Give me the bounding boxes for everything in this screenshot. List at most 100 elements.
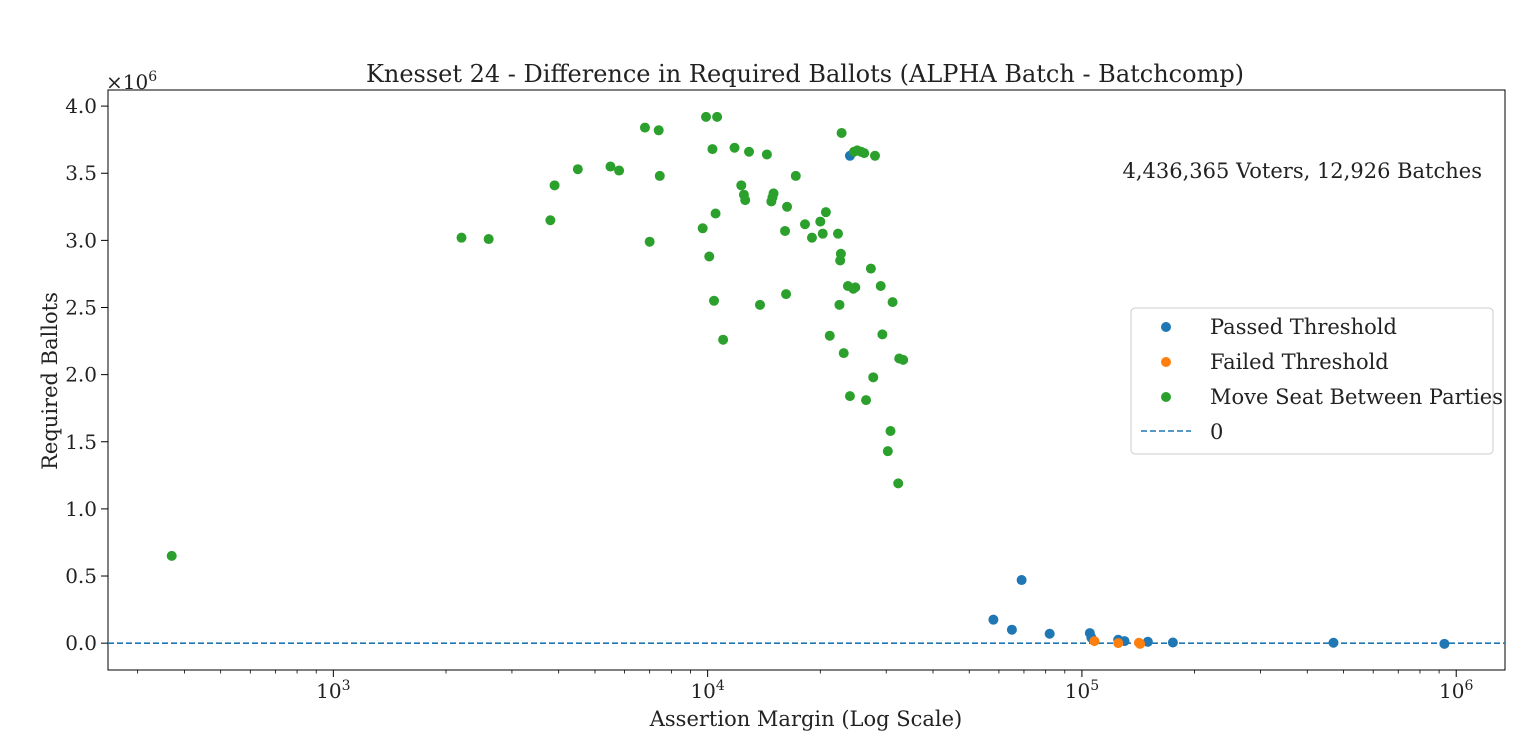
data-point bbox=[882, 446, 893, 457]
legend-marker bbox=[1161, 392, 1171, 402]
data-point bbox=[875, 281, 886, 292]
data-point bbox=[988, 614, 999, 625]
data-point bbox=[1044, 628, 1055, 639]
x-tick-base: 10 bbox=[316, 679, 341, 703]
x-axis: 103 104 105 106 bbox=[137, 670, 1473, 703]
y-multiplier-base: ×10 bbox=[106, 70, 148, 94]
data-point bbox=[639, 122, 650, 133]
data-point bbox=[768, 188, 779, 199]
data-point bbox=[868, 372, 879, 383]
data-point bbox=[887, 297, 898, 308]
data-point bbox=[1113, 638, 1124, 649]
data-point bbox=[782, 201, 793, 212]
data-point bbox=[704, 251, 715, 262]
data-point bbox=[859, 148, 870, 159]
x-tick-base: 10 bbox=[1439, 679, 1464, 703]
series-move-seat-between-parties bbox=[166, 111, 909, 561]
x-tick-label: 105 bbox=[1065, 678, 1099, 703]
data-point bbox=[549, 180, 560, 191]
x-tick-label: 103 bbox=[316, 678, 350, 703]
data-point bbox=[781, 289, 792, 300]
data-point bbox=[835, 248, 846, 259]
legend: Passed Threshold Failed Threshold Move Sea… bbox=[1130, 307, 1503, 455]
data-point bbox=[718, 334, 729, 345]
data-point bbox=[754, 299, 765, 310]
data-point bbox=[850, 282, 861, 293]
y-tick-label: 0.0 bbox=[65, 631, 97, 655]
data-point bbox=[707, 144, 718, 155]
y-tick-label: 2.0 bbox=[65, 363, 97, 387]
data-point bbox=[710, 208, 721, 219]
data-point bbox=[838, 348, 849, 359]
plot-frame bbox=[107, 89, 1506, 671]
data-point bbox=[844, 391, 855, 402]
data-point bbox=[790, 170, 801, 181]
data-point bbox=[697, 223, 708, 234]
data-point bbox=[870, 150, 881, 161]
plot-area bbox=[107, 89, 1506, 671]
y-tick-label: 2.5 bbox=[65, 296, 97, 320]
data-point bbox=[712, 111, 723, 122]
data-point bbox=[709, 295, 720, 306]
legend-marker bbox=[1161, 357, 1171, 367]
data-point bbox=[456, 232, 467, 243]
data-point bbox=[572, 164, 583, 175]
data-point bbox=[799, 219, 810, 230]
legend-box bbox=[1130, 307, 1494, 455]
data-point bbox=[1328, 637, 1339, 648]
data-point bbox=[893, 478, 904, 489]
x-tick-exp: 3 bbox=[342, 678, 351, 694]
data-point bbox=[834, 299, 845, 310]
y-tick-label: 3.5 bbox=[65, 161, 97, 185]
data-point bbox=[824, 330, 835, 341]
y-multiplier-exp: 6 bbox=[148, 69, 157, 85]
data-point bbox=[736, 180, 747, 191]
data-point bbox=[654, 170, 665, 181]
x-axis-label: Assertion Margin (Log Scale) bbox=[649, 707, 963, 731]
data-point bbox=[861, 395, 872, 406]
data-point bbox=[1016, 575, 1027, 586]
y-axis-multiplier: ×106 bbox=[106, 69, 157, 94]
y-tick-label: 4.0 bbox=[65, 94, 97, 118]
data-points bbox=[166, 111, 1450, 649]
x-tick-base: 10 bbox=[690, 679, 715, 703]
data-point bbox=[701, 111, 712, 122]
series-failed-threshold bbox=[1089, 636, 1146, 649]
legend-label: Passed Threshold bbox=[1210, 315, 1397, 339]
y-axis: 0.0 0.5 1.0 1.5 2.0 2.5 3.0 3.5 4.0 bbox=[65, 94, 108, 655]
data-point bbox=[817, 228, 828, 239]
data-point bbox=[166, 550, 177, 561]
data-point bbox=[780, 225, 791, 236]
data-point bbox=[836, 127, 847, 138]
chart-title: Knesset 24 - Difference in Required Ball… bbox=[366, 60, 1244, 88]
data-point bbox=[877, 329, 888, 340]
data-point bbox=[833, 228, 844, 239]
data-point bbox=[1135, 638, 1146, 649]
data-point bbox=[1167, 637, 1178, 648]
legend-label: Failed Threshold bbox=[1210, 350, 1389, 374]
y-tick-label: 1.5 bbox=[65, 430, 97, 454]
x-tick-base: 10 bbox=[1065, 679, 1090, 703]
data-point bbox=[885, 426, 896, 437]
data-point bbox=[644, 236, 655, 247]
data-point bbox=[740, 195, 751, 206]
data-point bbox=[815, 216, 826, 227]
data-point bbox=[820, 207, 831, 218]
svg-text:×106: ×106 bbox=[106, 69, 157, 94]
y-tick-label: 0.5 bbox=[65, 564, 97, 588]
data-point bbox=[1142, 636, 1153, 647]
x-tick-exp: 5 bbox=[1090, 678, 1099, 694]
data-point bbox=[865, 263, 876, 274]
data-point bbox=[744, 146, 755, 157]
data-point bbox=[806, 232, 817, 243]
data-point bbox=[1089, 636, 1100, 647]
data-point bbox=[545, 215, 556, 226]
data-point bbox=[1439, 638, 1450, 649]
data-point bbox=[1006, 624, 1017, 635]
data-point bbox=[605, 161, 616, 172]
x-tick-exp: 4 bbox=[716, 678, 725, 694]
annotation-voters-batches: 4,436,365 Voters, 12,926 Batches bbox=[1122, 159, 1482, 183]
legend-marker bbox=[1161, 322, 1171, 332]
legend-label: Move Seat Between Parties bbox=[1210, 385, 1503, 409]
